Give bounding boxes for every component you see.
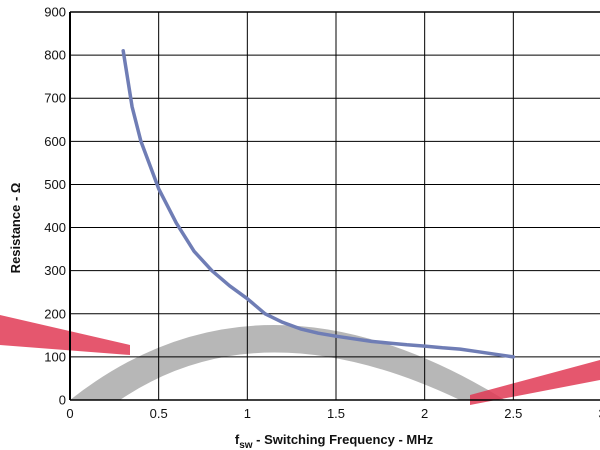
x-tick-label-3: 1.5 [327, 406, 345, 421]
y-axis-ticks: 0 100 200 300 400 500 600 700 800 900 [44, 5, 66, 408]
x-axis-title-main: f [235, 432, 240, 447]
y-tick-label-3: 300 [44, 263, 66, 278]
x-tick-label-0: 0 [66, 406, 73, 421]
watermark-red-band-right [470, 360, 600, 405]
y-axis-title: Resistance - Ω [8, 183, 23, 274]
x-axis-title-rest: - Switching Frequency - MHz [253, 432, 434, 447]
x-tick-label-6: 3 [598, 406, 600, 421]
x-tick-label-4: 2 [421, 406, 428, 421]
y-tick-label-2: 200 [44, 306, 66, 321]
plot-frame [69, 11, 600, 401]
x-axis-title-subscript: sw [239, 440, 253, 450]
y-tick-label-0: 0 [59, 393, 66, 408]
y-tick-label-9: 900 [44, 5, 66, 20]
y-tick-label-4: 400 [44, 220, 66, 235]
watermark [0, 315, 600, 405]
y-tick-label-5: 500 [44, 177, 66, 192]
x-axis-ticks: 0 0.5 1 1.5 2 2.5 3 [66, 406, 600, 421]
watermark-gray-arc [70, 325, 505, 400]
x-axis-title: fsw - Switching Frequency - MHz [235, 432, 434, 450]
x-tick-label-1: 0.5 [150, 406, 168, 421]
x-tick-label-2: 1 [244, 406, 251, 421]
y-tick-label-1: 100 [44, 349, 66, 364]
y-tick-label-6: 600 [44, 134, 66, 149]
y-tick-label-7: 700 [44, 91, 66, 106]
series-line-0 [121, 49, 516, 359]
y-tick-label-8: 800 [44, 48, 66, 63]
watermark-red-band-left [0, 315, 130, 355]
x-tick-label-5: 2.5 [504, 406, 522, 421]
series-layer [121, 49, 516, 359]
